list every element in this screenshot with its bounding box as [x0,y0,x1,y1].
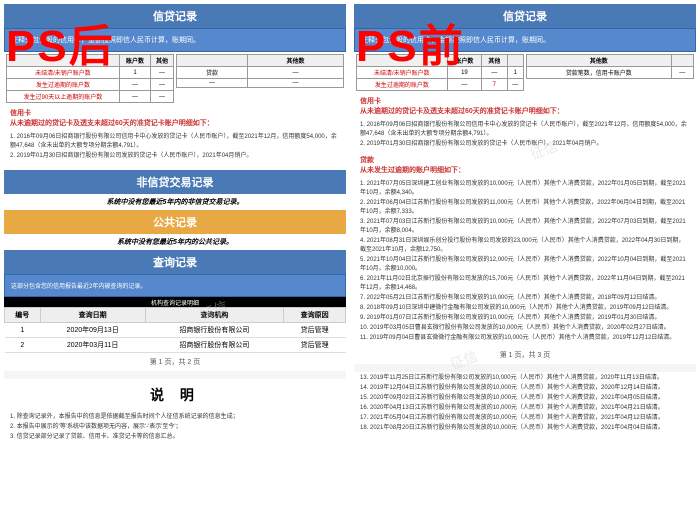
explain-items: 1. 除查询记录外，本报告中的信息是依据截至报告时间个人征信系统记录的信息生成；… [4,411,346,445]
summary-table-left-2: 其他数 贷款— —— [176,54,344,88]
card-subtitle-right: 信用卡 从未逾期过的贷记卡及透支未超过60天的准贷记卡账户明细如下： [354,93,696,119]
public-record-header: 公共记录 [4,210,346,234]
card-items-left: 1. 2016年09月06日招商银行股份有限公司信用卡中心发放的贷记卡（人民币账… [4,131,346,164]
ps-after-label: PS后 [6,10,115,74]
query-table: 编号 查询日期 查询机构 查询原因 1 2020年09月13日 招商银行股份有限… [4,307,346,353]
summary-table-right-2: 其他数 贷款笔数，信用卡账户数— [526,54,694,79]
non-credit-header: 非信贷交易记录 [4,170,346,194]
query-note: 这部分包含您的信用报告最近2年内被查询的记录。 [4,274,346,297]
query-sub-header: 机构查询记录明细 [4,297,346,307]
right-panel: PS前 信贷记录 注释分包含股的信用卡，金额按照即信人民币计算，账期同。 账户数… [350,0,700,524]
loan-subtitle-right: 贷款 从未发生过逾期的账户明细如下： [354,152,696,178]
explain-title: 说 明 [4,379,346,411]
loan-items-right: 1. 2021年07月05日深圳建工创业有限公司发放的10,000元（人民币）其… [354,178,696,346]
loan-items-right-2: 13. 2019年11月25日江苏新行股份有限公司发放的10,000元（人民币）… [354,372,696,436]
card-items-right: 1. 2016年09月06日招商银行股份有限公司信用卡中心发放的贷记卡（人民币账… [354,119,696,152]
pager-right-1: 第 1 页，共 3 页 [354,346,696,364]
query-record-header: 查询记录 [4,250,346,274]
public-note: 系统中没有您最近5年内的公共记录。 [4,234,346,250]
ps-before-label: PS前 [356,10,465,74]
card-subtitle-left: 信用卡 从未逾期过的贷记卡及透支未超过60天的准贷记卡账户明细如下： [4,105,346,131]
left-panel: PS后 信贷记录 注释分包含股的信用卡，金额按照即信人民币计算，账期同。 账户数… [0,0,350,524]
non-credit-note: 系统中没有您最近5年内的非信贷交易记录。 [4,194,346,210]
pager-left: 第 1 页，共 2 页 [4,353,346,371]
